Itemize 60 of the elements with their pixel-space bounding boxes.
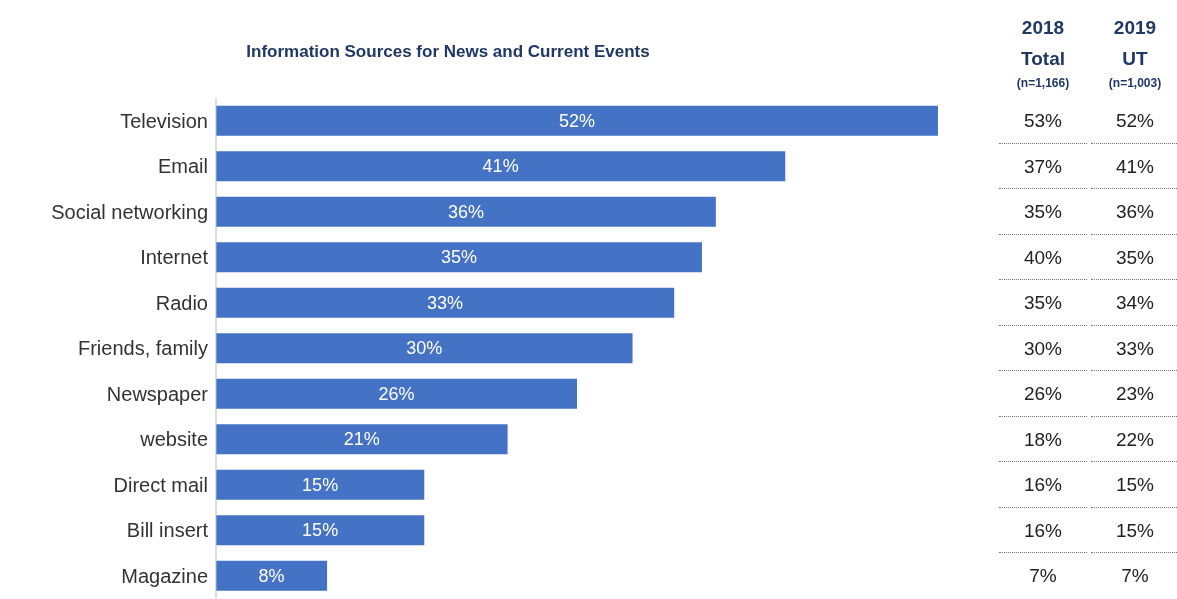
text: 35% — [999, 280, 1087, 326]
y-tick-label: Television — [120, 109, 208, 132]
text: 23% — [1091, 371, 1177, 417]
y-tick-label: Radio — [155, 291, 208, 314]
text: 7% — [1120, 564, 1150, 588]
text: 7% — [1028, 564, 1058, 588]
data-label: 41% — [482, 156, 519, 177]
chart-title: Information Sources for News and Current Events — [245, 42, 651, 62]
bar — [216, 242, 702, 273]
text: 52% — [1091, 98, 1177, 144]
bar — [216, 424, 508, 455]
y-tick-label: Social networking — [51, 200, 208, 223]
y-tick-label: Friends, family — [77, 337, 208, 360]
text: 16% — [999, 462, 1087, 508]
text: 53% — [999, 98, 1087, 144]
bar — [216, 333, 633, 364]
text: 30% — [999, 325, 1087, 371]
text: 15% — [1091, 462, 1177, 508]
text: 36% — [1091, 189, 1177, 235]
text: (n=1,166) — [1015, 76, 1071, 90]
bar — [216, 469, 425, 500]
text: 41% — [1091, 143, 1177, 189]
text: 35% — [1091, 234, 1177, 280]
text: 40% — [999, 234, 1087, 280]
data-label: 15% — [302, 520, 339, 541]
text: 2018 Total — [1020, 16, 1066, 71]
text: 18% — [999, 416, 1087, 462]
bar — [216, 515, 425, 546]
data-label: 21% — [343, 429, 380, 450]
text: 16% — [999, 507, 1087, 553]
y-tick-label: Direct mail — [113, 473, 208, 496]
data-label: 36% — [447, 201, 484, 222]
bar — [216, 287, 675, 318]
text: 35% — [999, 189, 1087, 235]
data-label: 8% — [258, 565, 285, 586]
bar — [216, 105, 938, 136]
bar — [216, 560, 328, 591]
y-tick-label: Newspaper — [106, 382, 209, 405]
bar — [216, 378, 577, 409]
text: 26% — [999, 371, 1087, 417]
y-tick-label: Internet — [140, 246, 209, 269]
text: 2019 UT — [1112, 16, 1158, 71]
bar — [216, 151, 786, 182]
data-label: 26% — [378, 383, 415, 404]
y-tick-label: website — [139, 428, 208, 451]
text: 33% — [1091, 325, 1177, 371]
data-label: 35% — [440, 247, 477, 268]
y-tick-label: Bill insert — [126, 519, 209, 542]
text: 37% — [999, 143, 1087, 189]
data-label: 52% — [558, 110, 596, 131]
text: 34% — [1091, 280, 1177, 326]
data-label: 15% — [302, 474, 339, 495]
bar — [216, 196, 716, 227]
y-tick-label: Magazine — [121, 564, 208, 587]
text: (n=1,003) — [1107, 76, 1163, 90]
text: 15% — [1091, 507, 1177, 553]
data-label: 33% — [427, 292, 464, 313]
text: 22% — [1091, 416, 1177, 462]
data-label: 30% — [406, 338, 443, 359]
y-tick-label: Email — [157, 155, 208, 178]
